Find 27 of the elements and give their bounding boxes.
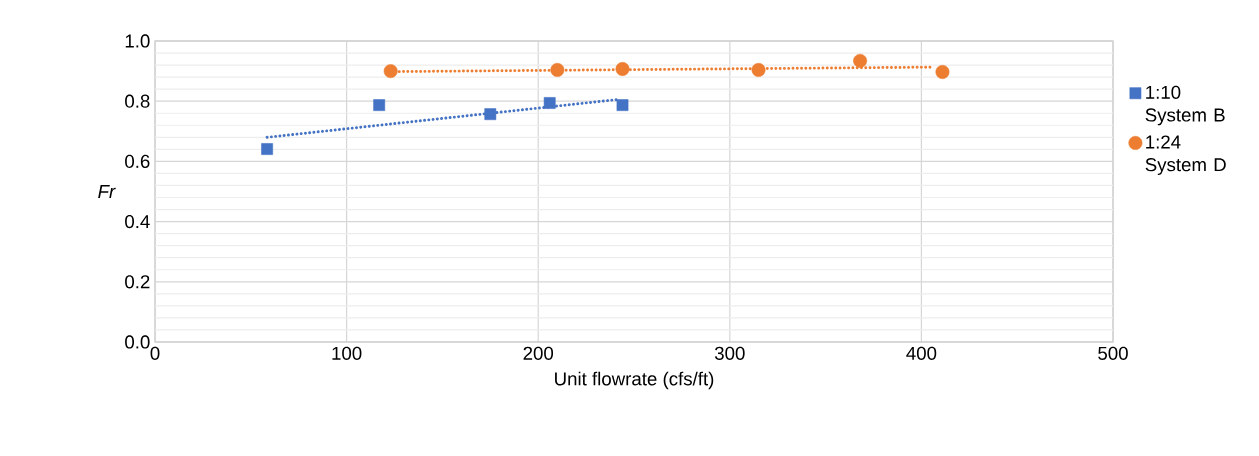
x-tick-label: 100 — [332, 346, 362, 360]
legend-label: 1:10 System B — [1145, 85, 1225, 126]
point — [484, 108, 497, 121]
point — [616, 99, 629, 111]
x-tick-label: 200 — [523, 346, 554, 360]
point — [543, 97, 556, 109]
point — [550, 62, 565, 77]
y-tick-label: 0.2 — [125, 275, 150, 289]
x-tick-label: 300 — [714, 346, 745, 360]
point — [751, 62, 766, 77]
y-tick-label: 0.8 — [125, 94, 150, 108]
y-tick-label: 0.0 — [125, 335, 150, 349]
y-tick-label: 0.4 — [125, 214, 150, 229]
x-tick-label: 400 — [906, 346, 937, 360]
point — [261, 143, 273, 155]
point — [383, 64, 398, 79]
y-tick-label: 0.6 — [125, 154, 150, 168]
point — [373, 99, 386, 111]
x-axis-title: Unit flowrate (cfs/ft) — [555, 371, 714, 390]
point — [615, 62, 630, 76]
x-tick-label: 500 — [1098, 346, 1128, 360]
y-tick-label: 1.0 — [125, 34, 150, 48]
point — [853, 53, 868, 68]
legend-label: 1:24 System D — [1145, 135, 1226, 175]
point — [935, 65, 950, 79]
x-tick-label: 0 — [150, 346, 160, 360]
y-axis-title: Fr — [98, 185, 116, 198]
